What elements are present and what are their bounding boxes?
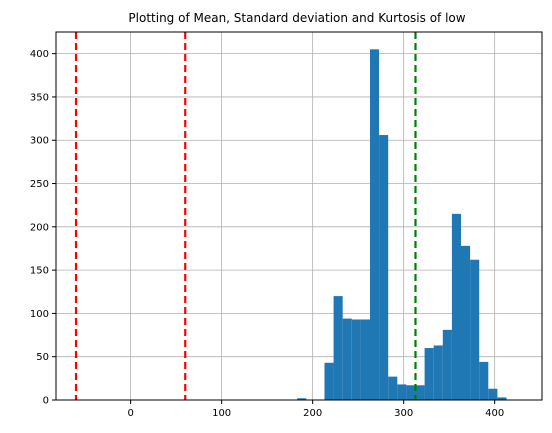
histogram-bar	[397, 384, 407, 400]
x-tick-label: 100	[212, 408, 231, 419]
histogram-bar	[415, 385, 425, 400]
histogram-bar	[369, 49, 380, 400]
y-axis: 0 50 100 150 200 250 300 350 400	[30, 49, 56, 407]
histogram-bar	[479, 361, 489, 400]
histogram-bar	[324, 362, 334, 400]
histogram-bar	[297, 398, 307, 400]
histogram-bar	[442, 329, 452, 400]
x-tick-label: 0	[127, 408, 133, 419]
reference-lines	[74, 32, 417, 400]
histogram-bar	[406, 385, 416, 400]
histogram-bar	[461, 245, 471, 400]
histogram-bar	[424, 348, 434, 400]
histogram-bar	[351, 319, 361, 400]
y-tick-label: 300	[30, 136, 49, 147]
histogram-bar	[342, 318, 352, 400]
y-tick-label: 350	[30, 92, 49, 103]
histogram-bar	[379, 135, 389, 401]
y-tick-label: 150	[30, 266, 49, 277]
histogram-bar	[388, 376, 398, 400]
x-tick-label: 400	[485, 408, 504, 419]
histogram-bar	[433, 345, 443, 400]
histogram-bar	[488, 388, 498, 400]
histogram-bar	[470, 259, 480, 400]
chart-title: Plotting of Mean, Standard deviation and…	[128, 11, 465, 25]
y-tick-label: 50	[36, 352, 49, 363]
x-axis: 0 100 200 300 400	[127, 400, 504, 419]
x-tick-label: 300	[394, 408, 413, 419]
histogram-bar	[497, 397, 507, 400]
y-tick-label: 250	[30, 179, 49, 190]
y-tick-label: 0	[43, 396, 49, 407]
x-tick-label: 200	[303, 408, 322, 419]
histogram-bar	[360, 319, 370, 400]
y-tick-label: 100	[30, 309, 49, 320]
y-tick-label: 200	[30, 222, 49, 233]
histogram-bar	[451, 213, 461, 400]
histogram-bar	[333, 296, 343, 400]
histogram-bars	[297, 49, 507, 401]
plot-frame	[55, 31, 543, 401]
y-tick-label: 400	[30, 49, 49, 60]
